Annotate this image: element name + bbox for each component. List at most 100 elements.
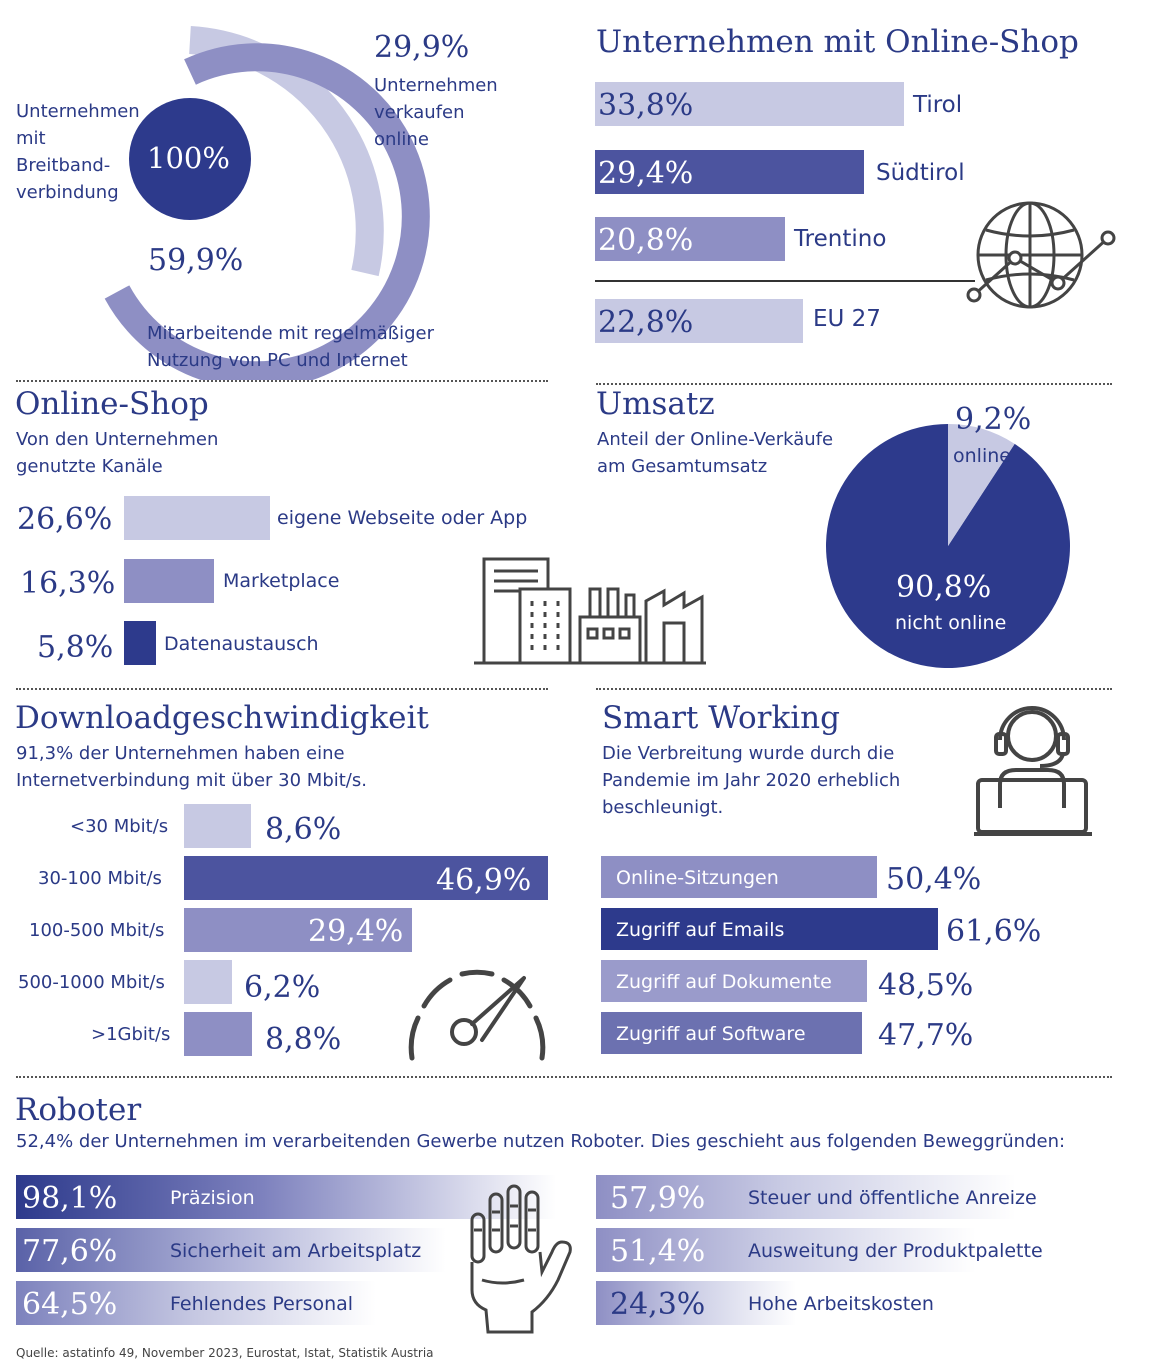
smart-bar-1 [601, 856, 877, 898]
region-value-tirol: 33,8% [598, 88, 694, 123]
broadband-center-value: 100% [147, 141, 230, 175]
download-title: Downloadgeschwindigkeit [15, 700, 429, 736]
download-label-4: 500-1000 Mbit/s [18, 972, 165, 993]
region-bar-suedtirol [595, 150, 864, 194]
download-value-2: 46,9% [436, 863, 532, 898]
robot-label-right-3: Hohe Arbeitskosten [748, 1293, 934, 1315]
robot-label-right-1: Steuer und öffentliche Anreize [748, 1187, 1037, 1209]
region-separator [595, 280, 975, 282]
region-label-tirol: Tirol [913, 92, 963, 118]
download-value-5: 8,8% [265, 1022, 342, 1057]
headset-laptop-icon [974, 706, 1092, 836]
broadband-ring-chart [104, 26, 430, 380]
smart-bar-2 [601, 908, 938, 950]
broadband-inner-value: 59,9% [148, 243, 244, 278]
smart-value-4: 47,7% [878, 1018, 974, 1053]
channels-title: Online-Shop [15, 386, 209, 422]
download-bar-4 [184, 960, 232, 1004]
channel-label-marketplace: Marketplace [223, 570, 340, 592]
download-value-4: 6,2% [244, 970, 321, 1005]
robot-bar-right-2 [596, 1228, 976, 1272]
region-bar-eu27 [595, 299, 803, 343]
download-subtitle: 91,3% der Unternehmen haben eine Interne… [16, 743, 367, 791]
robot-label-right-2: Ausweitung der Produktpalette [748, 1240, 1043, 1262]
pie-slice-online [948, 424, 1015, 546]
channel-label-web: eigene Webseite oder App [277, 507, 528, 529]
channel-value-web: 26,6% [17, 502, 113, 537]
smart-label-4: Zugriff auf Software [616, 1023, 806, 1045]
smart-label-3: Zugriff auf Dokumente [616, 971, 832, 993]
download-value-3: 29,4% [308, 914, 404, 949]
robot-value-right-2: 51,4% [610, 1234, 706, 1269]
regions-title: Unternehmen mit Online-Shop [596, 24, 1079, 60]
smart-subtitle: Die Verbreitung wurde durch die Pandemie… [602, 743, 901, 818]
robot-label-left-2: Sicherheit am Arbeitsplatz [170, 1240, 422, 1262]
download-bar-2 [184, 856, 548, 900]
umsatz-online-label: online [953, 445, 1011, 467]
umsatz-pie-chart [826, 424, 1070, 668]
robot-label-left-3: Fehlendes Personal [170, 1293, 354, 1315]
ring-center-disc [129, 98, 251, 220]
download-label-5: >1Gbit/s [91, 1024, 171, 1045]
broadband-outer-value: 29,9% [374, 30, 470, 65]
globe-network-icon [966, 201, 1116, 309]
robot-bar-right-1 [596, 1175, 1016, 1219]
download-bar-3 [184, 908, 412, 952]
smart-label-2: Zugriff auf Emails [616, 919, 785, 941]
umsatz-online-value: 9,2% [955, 402, 1032, 437]
separator-right-2 [596, 688, 1112, 690]
separator-full [16, 1076, 1112, 1078]
region-bar-trentino [595, 217, 785, 261]
umsatz-title: Umsatz [596, 386, 715, 422]
broadband-inner-label: Mitarbeitende mit regelmäßiger Nutzung v… [147, 323, 434, 371]
robot-hand-icon [470, 1184, 572, 1334]
channels-subtitle: Von den Unternehmen genutzte Kanäle [16, 429, 219, 477]
download-bar-1 [184, 804, 251, 848]
download-label-2: 30-100 Mbit/s [38, 868, 162, 889]
download-label-1: <30 Mbit/s [70, 816, 169, 837]
umsatz-subtitle: Anteil der Online-Verkäufe am Gesamtumsa… [597, 429, 834, 477]
download-label-3: 100-500 Mbit/s [29, 920, 165, 941]
region-value-suedtirol: 29,4% [598, 156, 694, 191]
separator-left-1 [16, 380, 548, 382]
robot-value-left-1: 98,1% [22, 1181, 118, 1216]
separator-right-1 [596, 383, 1112, 385]
broadband-center-label: Unternehmen mit Breitband-verbindung [16, 101, 140, 203]
robot-value-left-3: 64,5% [22, 1287, 118, 1322]
download-value-1: 8,6% [265, 812, 342, 847]
region-label-eu27: EU 27 [813, 306, 881, 332]
broadband-outer-label: Unternehmen verkaufen online [374, 75, 498, 150]
robots-subtitle: 52,4% der Unternehmen im verarbeitenden … [16, 1131, 1066, 1152]
robot-value-right-3: 24,3% [610, 1287, 706, 1322]
speedometer-icon [408, 969, 546, 1061]
download-bar-5 [184, 1012, 252, 1056]
region-label-trentino: Trentino [794, 226, 887, 252]
smart-bar-3 [601, 960, 867, 1002]
channel-bar-data [124, 621, 156, 665]
umsatz-offline-value: 90,8% [896, 570, 992, 605]
robot-label-left-1: Präzision [170, 1187, 255, 1209]
robot-bar-left-2 [16, 1228, 446, 1272]
region-value-trentino: 20,8% [598, 223, 694, 258]
separator-left-2 [16, 688, 548, 690]
robot-value-left-2: 77,6% [22, 1234, 118, 1269]
channel-bar-marketplace [124, 559, 214, 603]
ring-inner-arc [104, 43, 430, 380]
region-label-suedtirol: Südtirol [876, 160, 965, 186]
smart-value-2: 61,6% [946, 914, 1042, 949]
smart-title: Smart Working [602, 700, 840, 736]
source-note: Quelle: astatinfo 49, November 2023, Eur… [16, 1346, 434, 1360]
smart-label-1: Online-Sitzungen [616, 867, 779, 889]
region-value-eu27: 22,8% [598, 305, 694, 340]
channel-value-marketplace: 16,3% [20, 566, 116, 601]
channel-label-data: Datenaustausch [164, 633, 319, 655]
smart-bar-4 [601, 1012, 862, 1054]
factory-buildings-icon [474, 557, 706, 665]
robot-bar-right-3 [596, 1281, 796, 1325]
robot-bar-left-1 [16, 1175, 556, 1219]
robot-bar-left-3 [16, 1281, 376, 1325]
umsatz-offline-label: nicht online [895, 612, 1007, 634]
robots-title: Roboter [15, 1092, 142, 1128]
channel-value-data: 5,8% [37, 630, 114, 665]
robot-value-right-1: 57,9% [610, 1181, 706, 1216]
